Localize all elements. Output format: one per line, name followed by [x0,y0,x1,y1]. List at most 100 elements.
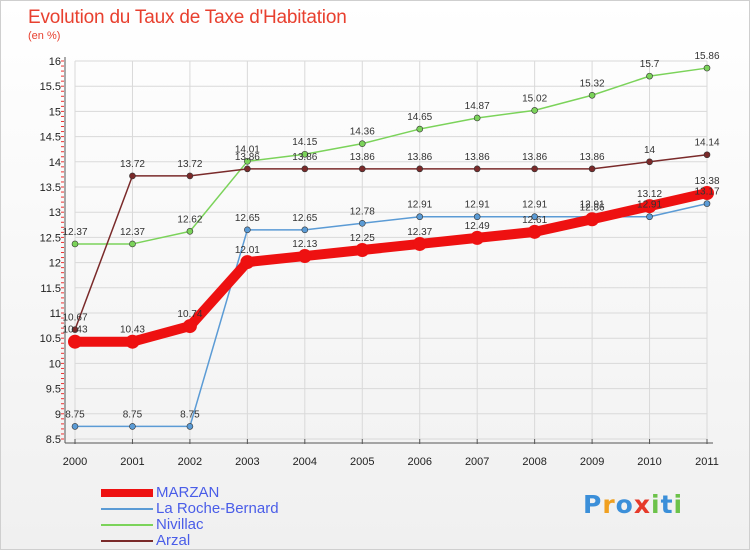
data-point [703,64,711,72]
data-label: 13.86 [580,152,605,163]
logo-letter: P [583,490,603,519]
x-tick-label: 2006 [407,456,431,468]
x-tick-labels: 2000 2001 2002 2003 2004 2005 2006 2007 2008 2009… [63,456,719,468]
data-label: 8.75 [180,409,200,420]
y-tick-label: 10 [49,358,61,370]
data-label: 12.78 [350,206,375,217]
data-point [646,213,653,221]
data-point [301,226,309,234]
data-label: 13.86 [235,152,260,163]
data-point [244,226,251,234]
chart-subtitle: (en %) [28,30,61,42]
data-point [301,165,309,173]
logo-letter: r [602,490,616,519]
data-point [68,334,82,349]
data-point [297,249,312,264]
data-label: 13.12 [637,189,662,200]
x-tick-label: 2002 [178,456,202,468]
axes [61,57,713,444]
legend-item: Nivillac [101,517,279,533]
data-label: 12.91 [407,200,432,211]
chart-title: Evolution du Taux de Taxe d'Habitation [28,7,347,28]
data-point [531,165,538,173]
data-label: 8.75 [65,409,85,420]
x-tick-label: 2004 [293,456,317,468]
data-label: 13.72 [120,159,145,170]
data-label: 12.49 [465,221,490,232]
data-label: 14.65 [407,112,432,123]
data-label: 12.25 [350,233,375,244]
data-label: 10.43 [62,325,87,336]
data-point [186,423,194,430]
legend-item: La Roche-Bernard [101,501,279,517]
data-label: 13.86 [407,152,432,163]
data-point [588,91,596,99]
data-label: 12.37 [62,227,87,238]
data-point [240,255,255,270]
data-label: 12.01 [235,245,260,256]
data-point [703,151,711,159]
y-tick-labels: 8.5 9 9.5 10 10.5 11 11.5 12 12.5 13 13.5 14 14.5 15 1… [40,56,61,446]
data-point [71,240,79,248]
data-labels: 10.43 10.43 10.74 12.01 12.13 12.25 12.37 12.49… [62,51,719,420]
y-tick-label: 11.5 [40,283,61,295]
data-label: 12.91 [637,200,662,211]
data-label: 12.86 [580,202,605,213]
data-label: 12.65 [235,213,260,224]
data-label: 8.75 [123,409,143,420]
y-tick-label: 16 [49,56,61,68]
legend-item: MARZAN [101,485,279,501]
data-point [129,172,136,180]
data-point [71,423,79,430]
x-tick-label: 2000 [63,456,87,468]
data-label: 12.13 [292,239,317,250]
data-label: 12.65 [292,213,317,224]
x-tick-label: 2011 [695,456,719,468]
logo-letter: o [615,490,634,519]
data-point [416,125,424,133]
data-point [703,200,711,207]
series-line-nivillac [74,67,708,245]
y-tick-label: 9.5 [46,384,61,396]
data-point [129,240,136,248]
data-point [71,326,79,333]
data-point [588,165,596,173]
y-tick-label: 12.5 [40,232,61,244]
data-point [358,219,366,227]
series-line-arzal [74,153,708,331]
logo-letter: t [660,490,674,519]
legend-swatch [101,489,153,497]
data-point [473,114,481,122]
data-point [585,212,600,227]
data-point [186,172,194,180]
y-tick-label: 12 [49,258,61,270]
legend-swatch [101,524,153,526]
x-tick-label: 2010 [637,456,661,468]
x-tick-label: 2009 [580,456,604,468]
data-label: 13.17 [694,187,719,198]
data-label: 15.7 [640,59,660,70]
data-label: 15.32 [580,78,605,89]
y-tick-label: 11 [50,308,61,320]
y-tick-label: 15.5 [40,81,61,93]
legend-label: Arzal [156,532,191,549]
x-tick-label: 2008 [522,456,546,468]
grid [74,60,708,440]
data-point [473,165,481,173]
data-point [416,213,424,221]
data-point [473,213,481,221]
data-label: 13.38 [694,176,719,187]
data-point [244,165,251,173]
data-point [358,165,366,173]
data-label: 15.02 [522,93,547,104]
y-tick-label: 14.5 [40,132,61,144]
data-point [186,228,194,235]
data-point [301,150,309,158]
data-point [412,236,427,251]
legend: MARZAN La Roche-Bernard Nivillac Arzal [101,485,279,549]
data-label: 12.62 [177,214,202,225]
y-tick-label: 13 [49,207,61,219]
data-label: 14.36 [350,127,375,138]
y-tick-label: 14 [49,157,61,169]
